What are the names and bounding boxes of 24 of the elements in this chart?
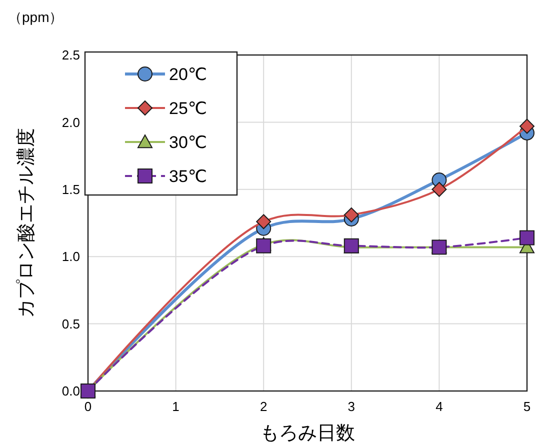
y-tick-label: 0.5 <box>62 316 80 332</box>
x-tick-label: 0 <box>84 399 92 414</box>
x-tick-label: 4 <box>436 399 443 414</box>
legend-label: 30℃ <box>169 132 208 152</box>
x-tick-label: 5 <box>523 399 531 414</box>
x-tick-label: 2 <box>260 399 268 414</box>
text: （ppm） <box>8 9 64 25</box>
y-axis-title: カプロン酸エチル濃度 <box>15 128 37 318</box>
y-tick-label: 2.0 <box>62 114 80 130</box>
legend-label: 25℃ <box>169 98 208 118</box>
y-tick-label: 2.5 <box>62 48 80 63</box>
point <box>520 118 534 134</box>
legend-label: 35℃ <box>169 166 208 186</box>
point <box>256 214 272 230</box>
x-axis-title: もろみ日数 <box>260 423 355 444</box>
y-tick-label: 0.0 <box>62 384 80 399</box>
x-tick-label: 3 <box>348 399 356 414</box>
y-tick-label: 1.5 <box>62 182 80 197</box>
point <box>432 182 447 197</box>
point <box>344 207 359 222</box>
x-tick-label: 1 <box>172 399 180 414</box>
legend-label: 20℃ <box>169 64 208 84</box>
point <box>256 238 272 254</box>
y-tick-label: 1.0 <box>62 249 80 264</box>
